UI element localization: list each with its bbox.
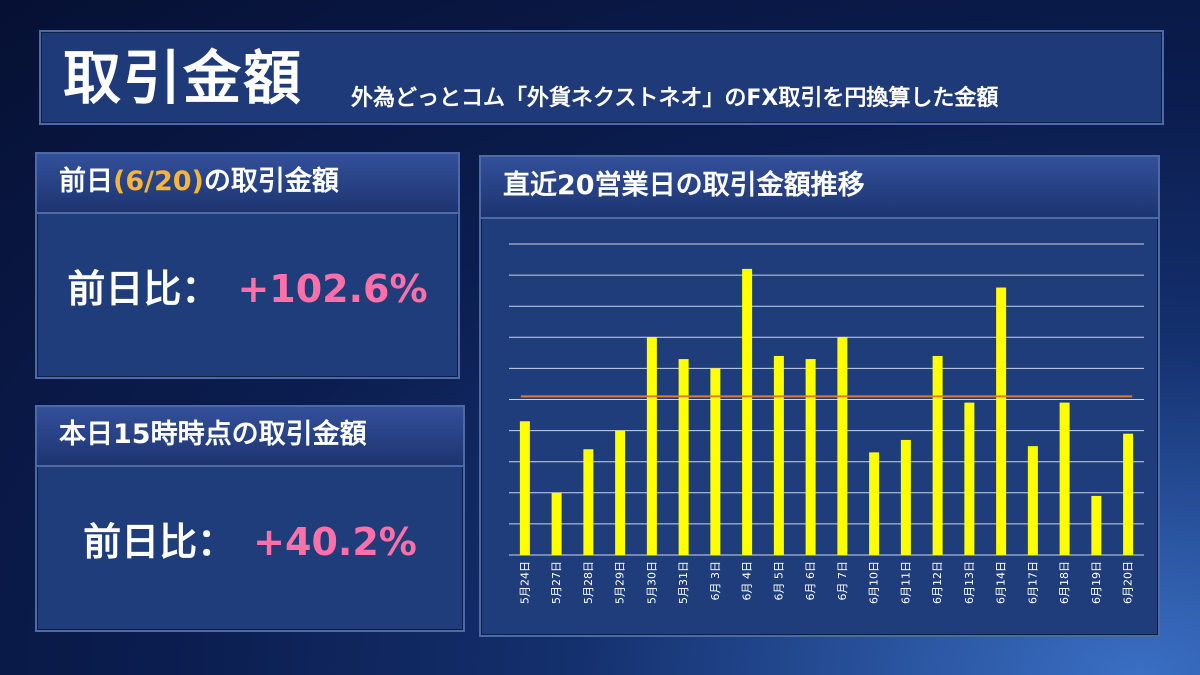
prev-day-title-suffix: の取引金額: [203, 166, 339, 197]
x-tick-label: 6月20日: [1122, 561, 1135, 604]
chart-title: 直近20営業日の取引金額推移: [481, 157, 1158, 219]
bar-10: [805, 359, 816, 555]
prev-day-ratio-value: +102.6%: [237, 267, 428, 311]
bar-20: [1123, 433, 1134, 555]
bar-3: [583, 449, 594, 555]
bar-13: [900, 439, 911, 555]
bar-17: [1027, 446, 1038, 555]
x-tick-label: 6月13日: [963, 561, 976, 604]
x-tick-label: 6月14日: [995, 561, 1008, 604]
x-tick-label: 6月 5日: [772, 561, 785, 601]
x-tick-label: 6月 7日: [836, 561, 849, 601]
x-tick-label: 6月 4日: [741, 561, 754, 601]
x-tick-label: 6月19日: [1090, 561, 1103, 604]
bar-6: [678, 359, 689, 555]
bar-5: [646, 337, 657, 555]
x-tick-label: 5月24日: [518, 561, 531, 604]
x-tick-label: 5月30日: [645, 561, 658, 604]
prev-day-date: (6/20): [113, 166, 204, 197]
bar-4: [615, 430, 626, 555]
bar-9: [773, 355, 784, 555]
x-tick-label: 6月18日: [1058, 561, 1071, 604]
bar-8: [742, 268, 753, 555]
x-tick-label: 6月12日: [931, 561, 944, 604]
x-tick-label: 6月 3日: [709, 561, 722, 601]
bar-1: [519, 421, 530, 555]
prev-day-ratio: 前日比： +102.6%: [37, 214, 458, 377]
bar-chart: 5月24日 5月27日 5月28日 5月29日 5月30日 5月31日 6月 3日 6月 4日…: [509, 243, 1144, 604]
x-tick-label: 6月17日: [1026, 561, 1039, 604]
bar-19: [1091, 495, 1102, 555]
x-tick-label: 5月29日: [614, 561, 627, 604]
today-card: 本日15時時点の取引金額 前日比： +40.2%: [35, 405, 465, 632]
x-tick-label: 5月31日: [677, 561, 690, 604]
x-tick-label: 6月10日: [868, 561, 881, 604]
prev-day-title-prefix: 前日: [59, 166, 113, 197]
bar-2: [551, 492, 562, 555]
today-ratio: 前日比： +40.2%: [37, 467, 463, 630]
bar-11: [837, 337, 848, 555]
bar-18: [1059, 402, 1070, 555]
today-card-title: 本日15時時点の取引金額: [37, 407, 463, 467]
page-title: 取引金額: [63, 44, 304, 112]
title-banner: 取引金額 外為どっとコム「外貨ネクストネオ」のFX取引を円換算した金額: [39, 30, 1164, 125]
page-subtitle: 外為どっとコム「外貨ネクストネオ」のFX取引を円換算した金額: [351, 86, 999, 111]
bar-15: [964, 402, 975, 555]
x-tick-label: 6月11日: [899, 561, 912, 604]
today-ratio-label: 前日比：: [83, 520, 236, 564]
prev-day-card: 前日(6/20)の取引金額 前日比： +102.6%: [35, 152, 460, 379]
bar-14: [932, 355, 943, 555]
bar-7: [710, 368, 721, 555]
x-tick-label: 5月27日: [550, 561, 563, 604]
bar-12: [869, 452, 880, 555]
prev-day-card-title: 前日(6/20)の取引金額: [37, 154, 458, 214]
prev-day-ratio-label: 前日比：: [67, 267, 220, 311]
chart-panel: 直近20営業日の取引金額推移 5月24日 5月27日 5月28日 5月29日 5月30日…: [479, 155, 1160, 637]
today-ratio-value: +40.2%: [253, 520, 417, 564]
x-tick-label: 6月 6日: [804, 561, 817, 601]
bar-16: [996, 287, 1007, 555]
x-tick-label: 5月28日: [582, 561, 595, 604]
